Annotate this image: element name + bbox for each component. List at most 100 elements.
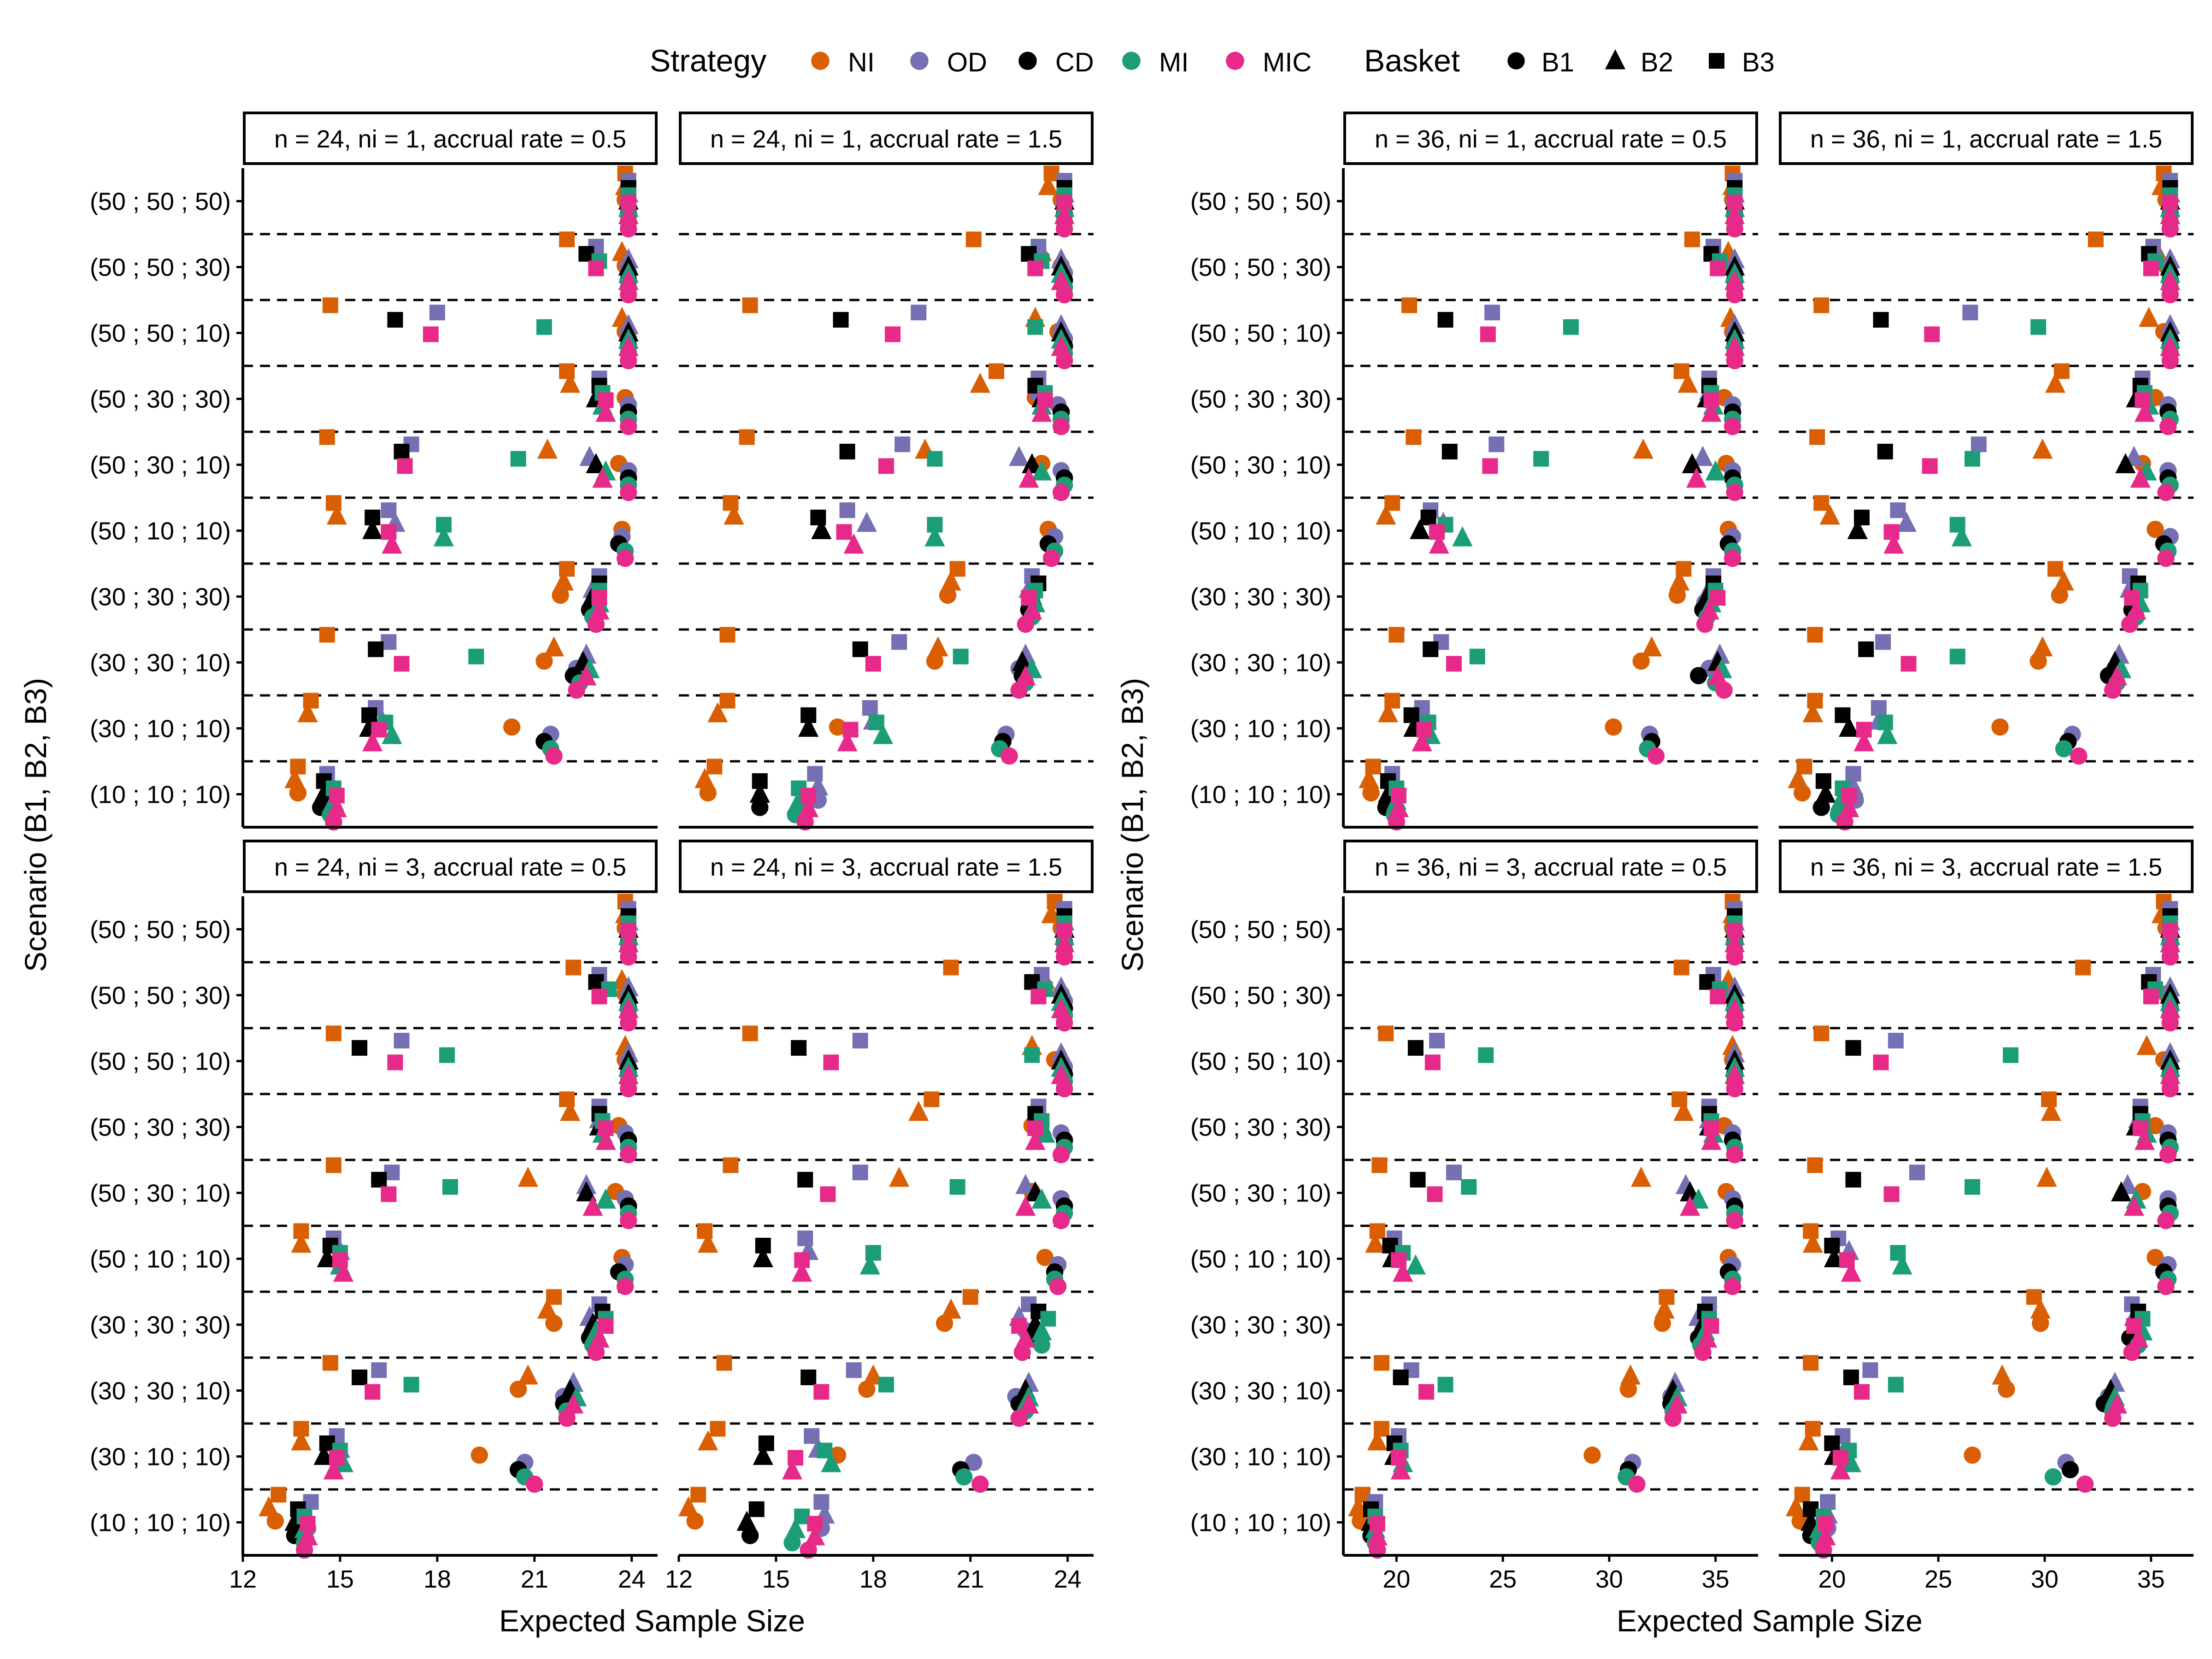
x-axis-title-right: Expected Sample Size (1617, 1604, 1923, 1638)
point-mic-b3 (387, 1054, 403, 1071)
point-mic-b1 (1056, 220, 1073, 238)
point-ni-b3 (1676, 561, 1692, 577)
point-mic-b1 (620, 352, 637, 370)
legend-item-b3: B3 (1709, 47, 1775, 77)
point-od-b3 (1875, 634, 1891, 650)
y-tick-label: (50 ; 30 ; 30) (1190, 386, 1331, 413)
point-mic-b1 (2121, 615, 2139, 633)
point-cd-b3 (1845, 1171, 1861, 1188)
point-mic-b3 (332, 1252, 348, 1268)
panels: n = 24, ni = 1, accrual rate = 0.5 (10 ; … (90, 112, 2194, 1593)
point-mic-b2 (333, 1261, 354, 1282)
x-tick-label: 21 (957, 1565, 984, 1593)
point-od-b1 (965, 1453, 982, 1471)
point-mic-b2 (2126, 599, 2147, 620)
point-mic-b3 (878, 458, 894, 474)
panel-strip-box (679, 112, 1094, 165)
y-tick-label: (50 ; 30 ; 10) (90, 1180, 231, 1207)
legend-swatch-cd (1018, 52, 1037, 70)
point-mic-b3 (1710, 590, 1726, 606)
point-ni-b3 (1374, 1421, 1390, 1437)
point-mi-b3 (1563, 319, 1579, 335)
point-od-b3 (1862, 1362, 1878, 1378)
point-ni-b3 (1369, 1223, 1385, 1239)
point-mic-b3 (788, 1450, 804, 1466)
panel-strip: n = 24, ni = 1, accrual rate = 0.5 (243, 112, 658, 165)
point-cd-b2 (811, 519, 832, 539)
point-ni-b3 (1378, 1025, 1394, 1041)
point-cd-b2 (1815, 782, 1836, 803)
point-mic-b2 (1015, 665, 1036, 686)
point-mic-b2 (2128, 1327, 2149, 1348)
point-ni-b3 (1807, 693, 1823, 709)
point-mic-b2 (595, 1130, 616, 1150)
point-ni-b3 (1673, 363, 1689, 379)
point-ni-b3 (325, 495, 341, 511)
point-mic-b2 (2130, 467, 2151, 488)
point-od-b3 (429, 305, 445, 321)
point-cd-b2 (753, 1445, 773, 1465)
point-mic-b1 (1010, 1409, 1028, 1427)
point-ni-b3 (1388, 627, 1405, 643)
point-mic-b3 (365, 1384, 381, 1400)
legend-basket-title: Basket (1364, 43, 1460, 78)
point-cd-b1 (751, 799, 769, 816)
point-mi-b2 (788, 789, 809, 810)
point-mic-b2 (1701, 1130, 1722, 1150)
point-ni-b3 (325, 1157, 341, 1173)
y-tick-label: (50 ; 30 ; 10) (90, 452, 231, 479)
point-mic-b2 (1701, 401, 1722, 422)
point-ni-b1 (2031, 1314, 2049, 1332)
point-mic-b1 (2157, 1277, 2175, 1295)
point-mic-b2 (1697, 1327, 1718, 1348)
point-mic-b1 (587, 615, 605, 633)
point-mic-b3 (1841, 788, 1857, 804)
point-mic-b3 (1883, 524, 1900, 540)
point-ni-b3 (1671, 1091, 1688, 1107)
y-tick-label: (50 ; 50 ; 10) (90, 320, 231, 347)
point-ni-b3 (1401, 297, 1418, 313)
point-mi-b2 (1405, 1254, 1426, 1275)
point-ni-b2 (698, 1430, 718, 1451)
point-ni-b2 (1802, 702, 1823, 723)
point-cd-b2 (1410, 519, 1430, 539)
point-mic-b3 (1873, 1054, 1889, 1071)
point-ni-b3 (1807, 1157, 1823, 1173)
point-ni-b2 (259, 1496, 279, 1517)
legend-shape-b1 (1507, 52, 1525, 70)
point-mic-b2 (1025, 1130, 1046, 1150)
point-mic-b3 (1710, 260, 1726, 276)
point-od-b3 (804, 1428, 820, 1444)
point-mi-b1 (1033, 1336, 1051, 1354)
point-cd-b2 (1012, 651, 1033, 671)
point-ni-b2 (863, 1364, 883, 1385)
y-tick-label: (10 ; 10 ; 10) (90, 781, 231, 809)
x-tick-label: 20 (1818, 1565, 1846, 1593)
y-tick-label: (30 ; 10 ; 10) (90, 1443, 231, 1471)
point-ni-b3 (742, 297, 758, 313)
legend-swatch-mic (1226, 52, 1244, 70)
point-mic-b2 (2106, 665, 2127, 686)
point-mic-b2 (1018, 1393, 1039, 1414)
point-mi-b3 (1437, 1377, 1453, 1393)
point-cd-b3 (1423, 641, 1439, 657)
point-mic-b2 (362, 731, 383, 752)
point-mi-b2 (859, 1254, 880, 1275)
legend-label-cd: CD (1055, 47, 1094, 77)
point-mic-b3 (865, 656, 881, 672)
point-mic-b2 (1018, 467, 1039, 488)
y-tick-label: (10 ; 10 ; 10) (90, 1509, 231, 1537)
point-ni-b3 (949, 561, 965, 577)
point-ni-b2 (2030, 1298, 2051, 1319)
point-ni-b2 (1785, 1496, 1806, 1517)
x-tick-label: 20 (1382, 1565, 1410, 1593)
point-ni-b1 (1362, 784, 1380, 802)
point-od-b3 (1962, 305, 1978, 321)
point-mic-b3 (1854, 1384, 1870, 1400)
point-od-b3 (807, 766, 823, 782)
point-ni-b2 (1367, 1430, 1388, 1451)
legend-item-ni: NI (811, 47, 875, 77)
point-ni-b3 (1803, 1355, 1819, 1371)
point-cd-b1 (2061, 1461, 2079, 1478)
point-mic-b3 (2135, 392, 2151, 408)
